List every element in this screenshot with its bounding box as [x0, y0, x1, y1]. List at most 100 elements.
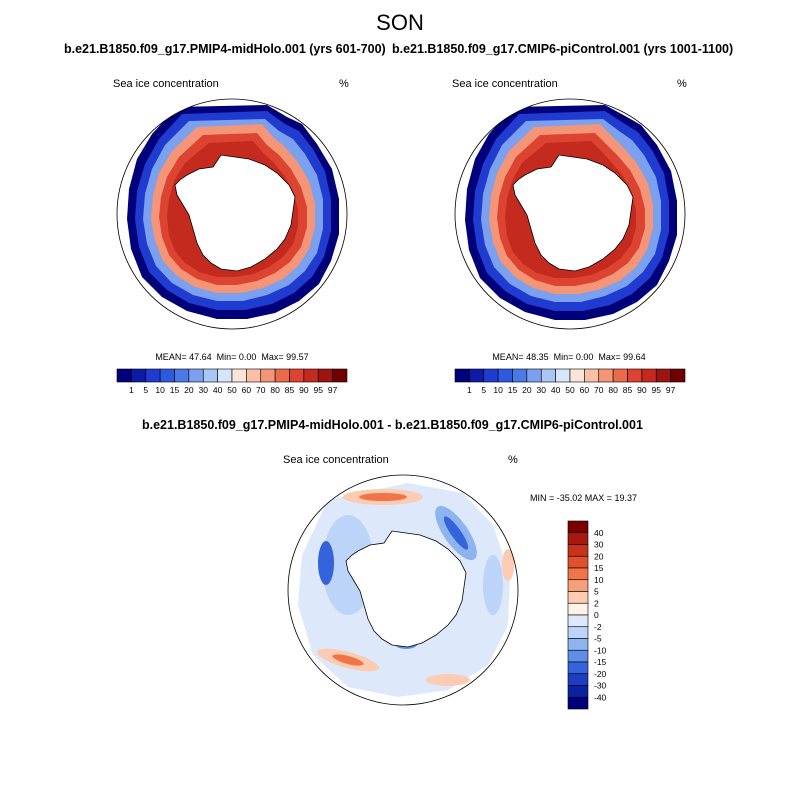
difference-colorbar-tick-label: -5 [594, 634, 602, 644]
panel-1-colorbar-swatch [246, 368, 262, 383]
difference-negative-anomaly-far-east [483, 555, 503, 615]
difference-colorbar-swatch [567, 579, 589, 592]
panel-2-colorbar-swatch [569, 368, 585, 383]
panel-2-colorbar-swatch [512, 368, 528, 383]
difference-colorbar-tick-label: -40 [594, 692, 607, 702]
panel-2-colorbar-tick-label: 15 [508, 385, 518, 395]
difference-colorbar-tick-label: -2 [594, 622, 602, 632]
panel-2-colorbar-tick-label: 20 [522, 385, 532, 395]
panel-1-colorbar-tick-label: 80 [270, 385, 280, 395]
panel-1-colorbar-swatch [188, 368, 204, 383]
panel-1-colorbar-tick-label: 15 [170, 385, 180, 395]
difference-colorbar-tick-label: 10 [594, 575, 604, 585]
panel-2-colorbar-swatch [483, 368, 499, 383]
panel-2-colorbar-tick-label: 1 [467, 385, 472, 395]
panel-1-colorbar-swatch [317, 368, 333, 383]
difference-colorbar-tick-label: 5 [594, 587, 599, 597]
panel-1-units: % [339, 78, 349, 90]
panel-2-min: Min= 0.00 [553, 352, 594, 362]
panel-2-colorbar-tick-label: 95 [652, 385, 662, 395]
difference-colorbar-tick-label: 30 [594, 540, 604, 550]
difference-colorbar-tick-label: 20 [594, 551, 604, 561]
season-title: SON [376, 10, 424, 35]
difference-strong-negative-east [443, 516, 469, 550]
panel-2-mean: MEAN= 48.35 [492, 352, 549, 362]
panel-1-colorbar-swatch [274, 368, 290, 383]
panel-2-polar-map [454, 98, 686, 330]
panel-1-colorbar-tick-label: 5 [143, 385, 148, 395]
panel-1-colorbar-swatch [217, 368, 233, 383]
difference-colorbar-swatch [567, 614, 589, 628]
panel-2-colorbar-swatch [526, 368, 542, 383]
panel-1-colorbar-swatch [202, 368, 218, 383]
panel-2-colorbar-tick-label: 50 [565, 385, 575, 395]
difference-colorbar-tick-label: 40 [594, 528, 604, 538]
difference-colorbar-swatch [567, 544, 589, 557]
difference-colorbar-swatch [567, 661, 589, 675]
panel-2-colorbar-swatch [469, 368, 485, 383]
panel-2-colorbar-tick-label: 90 [637, 385, 647, 395]
difference-colorbar-swatch [567, 532, 589, 545]
panel-2-colorbar-swatch [641, 368, 657, 383]
difference-antarctica [345, 530, 467, 648]
difference-colorbar-tick-label: -10 [594, 645, 607, 655]
panel-1-colorbar-tick-label: 85 [285, 385, 295, 395]
panel-1-polar-map [116, 98, 348, 330]
difference-positive-anomaly-east-edge [502, 549, 514, 581]
difference-strong-positive-southwest [332, 654, 364, 666]
panel-2-colorbar-tick-label: 10 [493, 385, 503, 395]
panel-2-colorbar-tick-label: 5 [481, 385, 486, 395]
panel-2-colorbar-swatch [612, 368, 628, 383]
difference-polar-map [287, 474, 519, 706]
difference-colorbar-swatch [567, 696, 589, 710]
panel-2-colorbar: 1 5 10 15 20 30 40 50 60 70 80 85 90 95 97 [454, 368, 686, 395]
difference-colorbar-swatch [567, 602, 589, 616]
panel-2-colorbar-swatch [497, 368, 513, 383]
difference-colorbar-swatch [567, 591, 589, 604]
panel-1-colorbar-tick-label: 10 [155, 385, 165, 395]
panel-1-colorbar-tick-label: 30 [199, 385, 209, 395]
panel-1-colorbar-tick-label: 95 [314, 385, 324, 395]
panel-2-colorbar-swatch [598, 368, 614, 383]
panel-2-antarctica [512, 154, 634, 272]
panel-1-colorbar-tick-label: 20 [184, 385, 194, 395]
difference-colorbar-tick-label: 15 [594, 563, 604, 573]
difference-colorbar-swatch [567, 626, 589, 639]
panel-1-max: Max= 99.57 [261, 352, 309, 362]
difference-field-label: Sea ice concentration [283, 454, 389, 466]
panel-2-colorbar-swatch [627, 368, 643, 383]
panel-1-colorbar-swatch [260, 368, 276, 383]
panel-1-colorbar-tick-label: 1 [129, 385, 134, 395]
panel-2-max: Max= 99.64 [598, 352, 646, 362]
panel-1-run-title: b.e21.B1850.f09_g17.PMIP4-midHolo.001 (y… [64, 42, 386, 56]
difference-units: % [508, 454, 518, 466]
panel-2-colorbar-tick-label: 97 [666, 385, 676, 395]
difference-colorbar-tick-label: -15 [594, 657, 607, 667]
panel-2-units: % [677, 78, 687, 90]
difference-colorbar-swatch [567, 520, 589, 534]
panel-1-colorbar-swatch [131, 368, 147, 383]
difference-colorbar-swatch [567, 649, 589, 663]
panel-2-colorbar-swatch [555, 368, 571, 383]
panel-2-colorbar-tick-label: 30 [537, 385, 547, 395]
panel-1-colorbar-swatch [332, 368, 348, 383]
panel-1-colorbar-swatch [174, 368, 190, 383]
difference-colorbar-swatch [567, 673, 589, 686]
difference-colorbar-tick-label: 2 [594, 598, 599, 608]
panel-1-colorbar-swatch [289, 368, 305, 383]
panel-1-min: Min= 0.00 [216, 352, 257, 362]
panel-2-colorbar-swatch [670, 368, 686, 383]
panel-1-colorbar-tick-label: 50 [227, 385, 237, 395]
panel-2-colorbar-tick-label: 85 [623, 385, 633, 395]
difference-colorbar-swatch [567, 685, 589, 698]
difference-strong-positive-north [359, 493, 407, 501]
panel-1-colorbar-tick-label: 70 [256, 385, 266, 395]
panel-1-stats: MEAN= 47.64 Min= 0.00 Max= 99.57 [147, 352, 317, 362]
panel-1-colorbar-swatch [231, 368, 247, 383]
difference-strong-negative-west [318, 541, 334, 585]
panel-1-colorbar-tick-label: 40 [213, 385, 223, 395]
panel-2-colorbar-tick-label: 80 [608, 385, 618, 395]
difference-colorbar-tick-label: 0 [594, 610, 599, 620]
panel-1-mean: MEAN= 47.64 [155, 352, 212, 362]
panel-2-colorbar-swatch [655, 368, 671, 383]
